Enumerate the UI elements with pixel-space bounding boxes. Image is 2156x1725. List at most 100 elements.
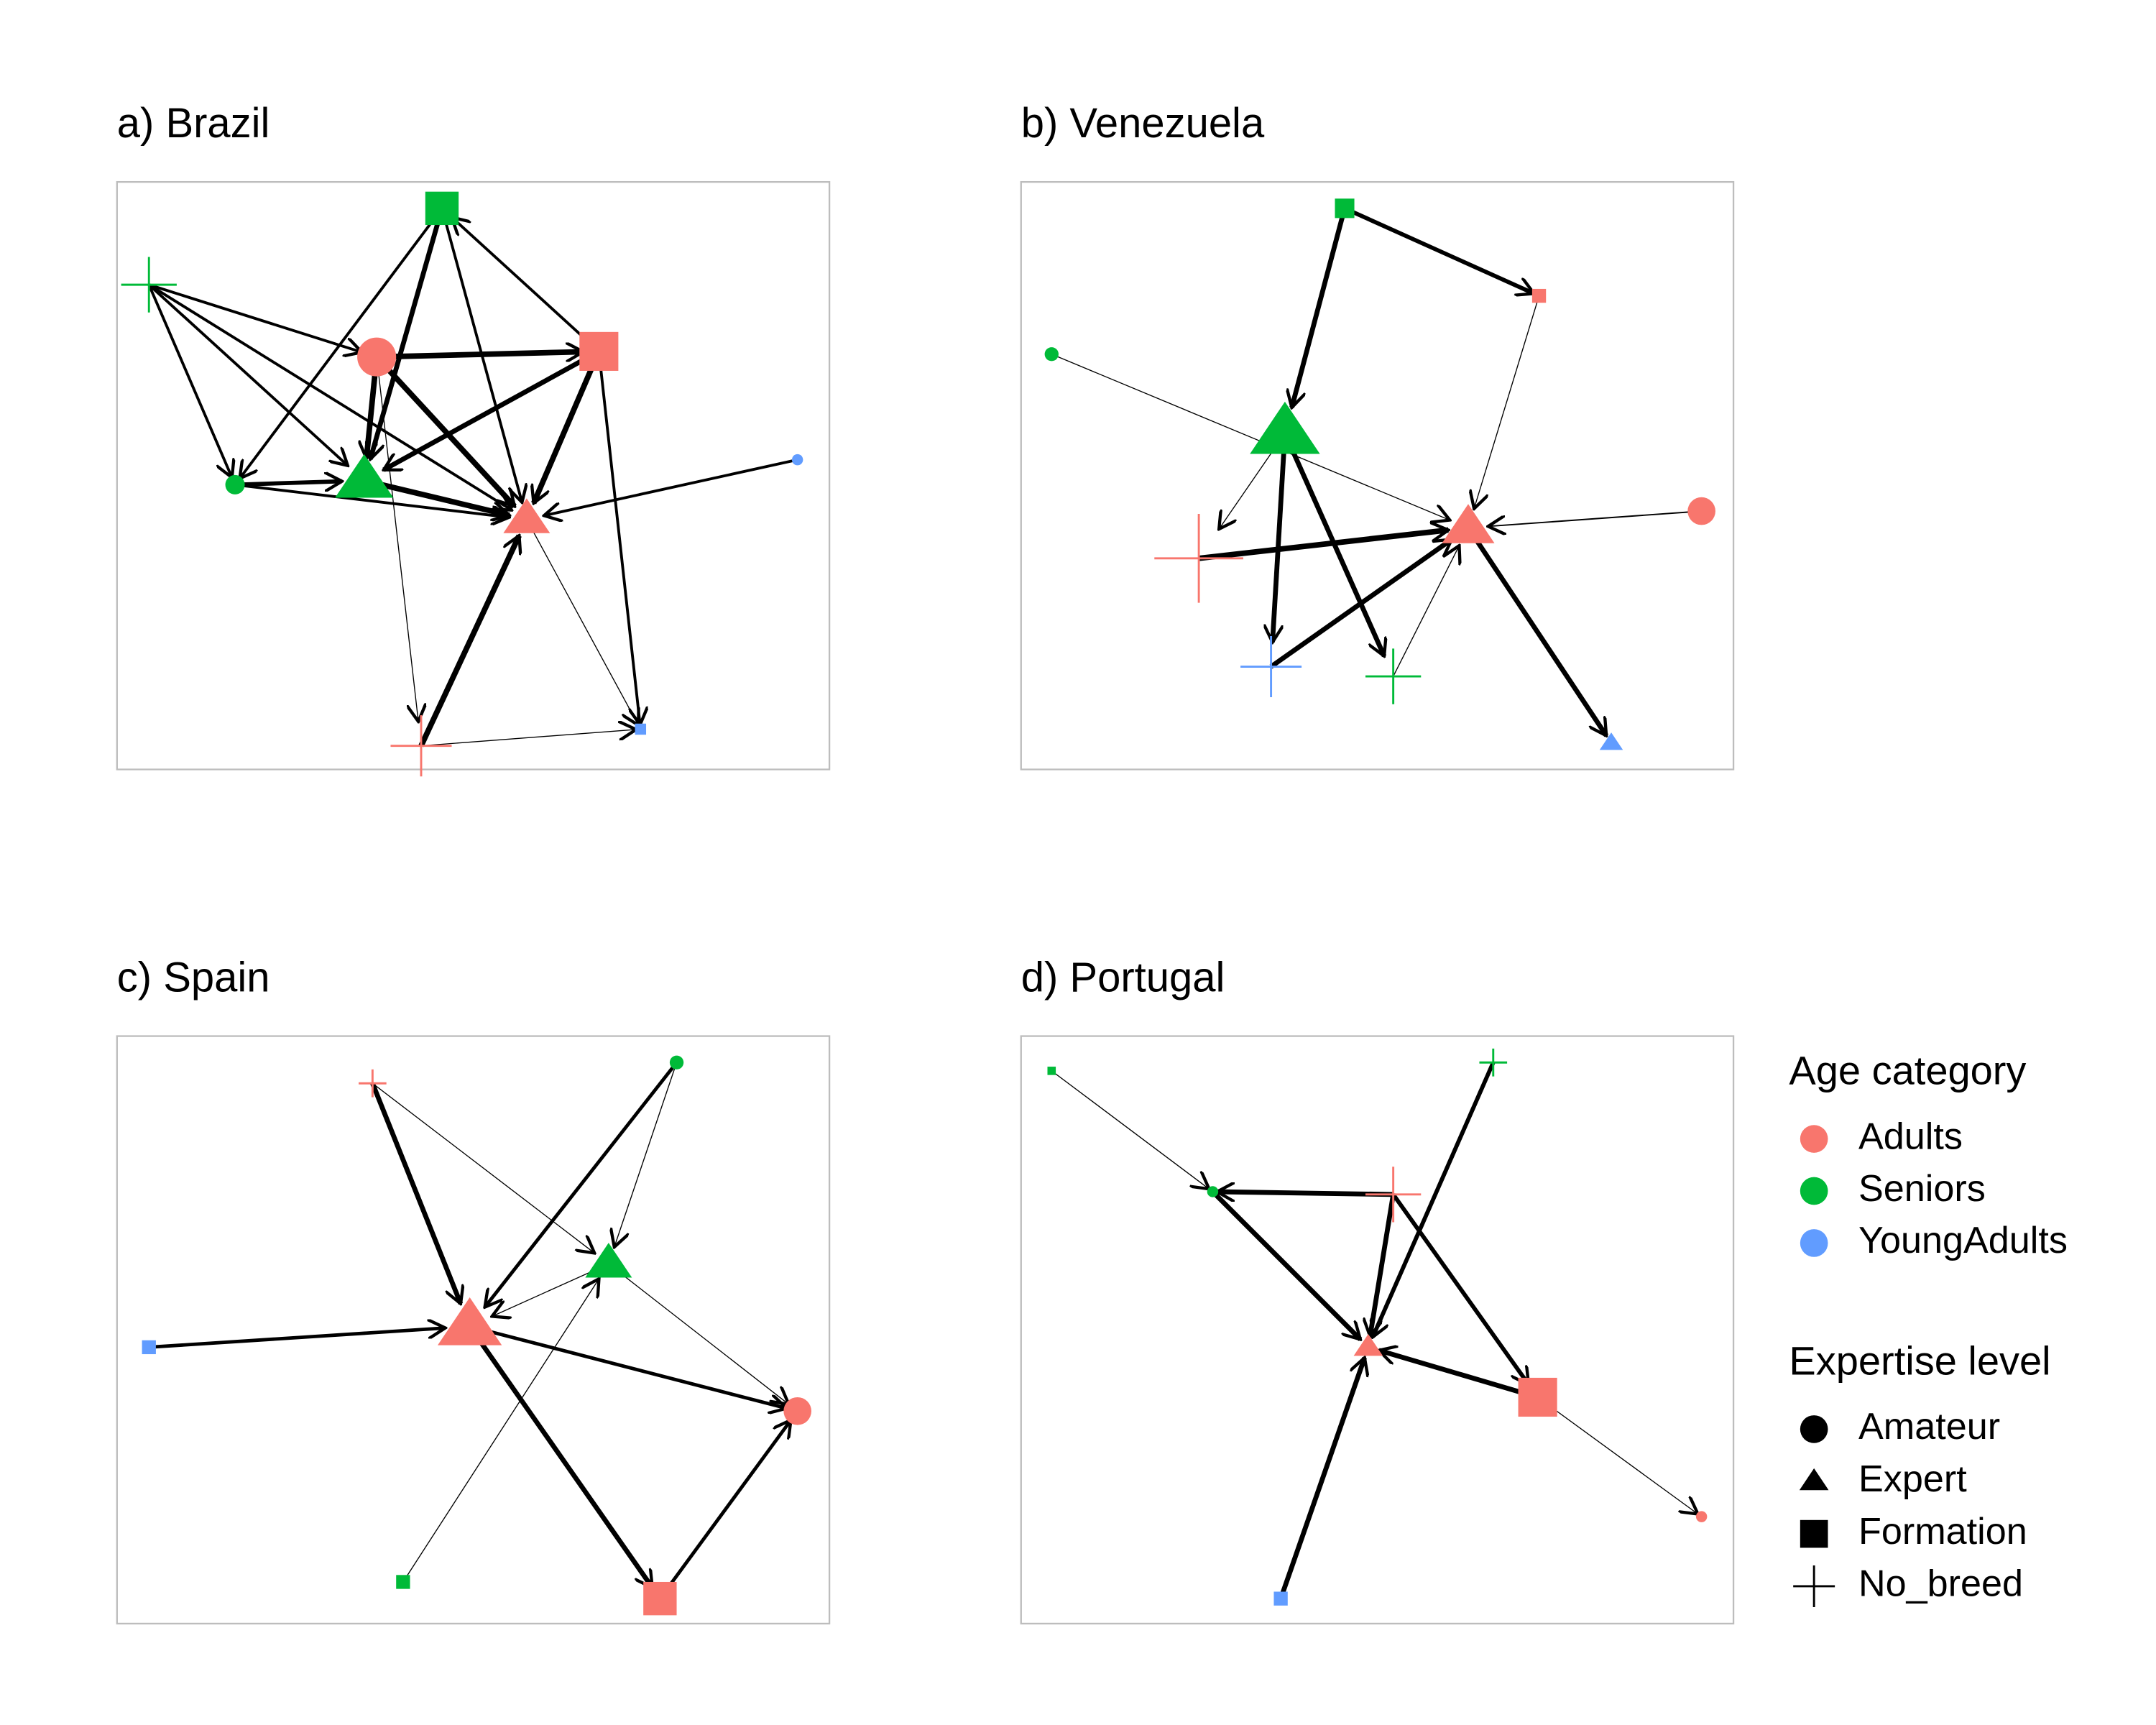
edge	[1373, 1062, 1496, 1337]
node	[1335, 198, 1355, 218]
edge	[418, 535, 519, 748]
node	[1250, 401, 1320, 454]
node	[1365, 1167, 1422, 1223]
edge	[614, 1062, 678, 1247]
node	[1353, 1334, 1383, 1356]
edge	[1393, 546, 1460, 677]
edge	[148, 283, 512, 510]
legend-label: YoungAdults	[1858, 1220, 2068, 1261]
edge	[149, 1328, 445, 1349]
legend-label: Formation	[1858, 1511, 2027, 1552]
edge	[1051, 1070, 1209, 1189]
legend-label: Seniors	[1858, 1168, 1986, 1210]
node	[1518, 1377, 1557, 1417]
legend-label: Adults	[1858, 1116, 1963, 1157]
edge	[147, 284, 232, 477]
node	[142, 1340, 156, 1355]
edge	[1391, 1193, 1529, 1384]
edge	[1379, 1351, 1539, 1400]
node	[225, 474, 245, 494]
legend-key	[1800, 1519, 1828, 1548]
node	[1442, 504, 1495, 543]
edge	[234, 483, 509, 517]
panel-title: c) Spain	[117, 955, 270, 1001]
edge	[1474, 295, 1540, 509]
edge	[1370, 1194, 1396, 1336]
node	[396, 1575, 410, 1589]
node	[1365, 648, 1422, 704]
edge	[1343, 206, 1534, 294]
node	[783, 1397, 811, 1425]
edge	[658, 1420, 791, 1600]
node	[1599, 732, 1623, 750]
edge	[1269, 537, 1452, 669]
edge	[234, 482, 342, 485]
edge	[1291, 207, 1348, 408]
edge	[370, 1082, 461, 1304]
edge	[597, 351, 640, 724]
node	[335, 454, 394, 498]
node	[1531, 288, 1547, 303]
legend-key	[1800, 1415, 1828, 1443]
edge	[370, 207, 445, 459]
edge	[1198, 530, 1448, 561]
legend-key	[1800, 1229, 1828, 1257]
edge	[363, 477, 510, 515]
edge	[377, 351, 584, 356]
node	[1695, 1511, 1708, 1522]
panel-title: d) Portugal	[1021, 955, 1225, 1001]
edge	[376, 356, 418, 722]
panel-frame	[116, 180, 831, 770]
edge	[1051, 354, 1450, 520]
legend-key	[1793, 1565, 1835, 1607]
edge	[1211, 1190, 1360, 1339]
edge	[1278, 1358, 1365, 1600]
node	[1479, 1048, 1508, 1077]
edge	[147, 283, 348, 466]
node	[1047, 1067, 1056, 1075]
node	[1273, 1591, 1288, 1606]
edge	[544, 458, 798, 516]
panel-title: a) Brazil	[117, 101, 270, 147]
node	[437, 1297, 502, 1346]
edge	[534, 350, 602, 503]
legend-label: Amateur	[1858, 1406, 2000, 1448]
node	[585, 1243, 632, 1278]
edge	[1273, 433, 1288, 643]
panel-title: b) Venezuela	[1021, 101, 1265, 147]
node	[121, 257, 177, 313]
legend-label: Expert	[1858, 1458, 1967, 1500]
node	[635, 723, 647, 735]
legend-key	[1800, 1125, 1828, 1153]
node	[579, 331, 619, 371]
node	[425, 191, 459, 226]
panel-frame	[1020, 1035, 1735, 1625]
node	[1154, 513, 1243, 603]
edge	[1488, 510, 1702, 526]
edge	[1217, 1192, 1393, 1195]
edge	[148, 283, 361, 352]
edge	[1537, 1397, 1698, 1514]
panel-frame	[116, 1035, 831, 1625]
edge	[384, 349, 600, 472]
network-panel: b) Venezuela	[1020, 101, 1735, 770]
legend-label: No_breed	[1858, 1563, 2023, 1605]
edge	[452, 217, 600, 353]
edge	[1466, 526, 1609, 735]
node	[791, 454, 803, 466]
edge	[372, 1082, 594, 1253]
node	[1687, 497, 1715, 525]
edge	[469, 1325, 787, 1408]
node	[1044, 347, 1059, 362]
network-panel: a) Brazil	[116, 101, 831, 777]
node	[1207, 1186, 1219, 1197]
node	[503, 498, 550, 533]
legend-key	[1799, 1468, 1829, 1491]
edge	[374, 354, 515, 507]
node	[1240, 636, 1302, 698]
node	[669, 1055, 684, 1070]
network-panel: d) Portugal	[1020, 955, 1735, 1625]
node	[643, 1581, 677, 1616]
